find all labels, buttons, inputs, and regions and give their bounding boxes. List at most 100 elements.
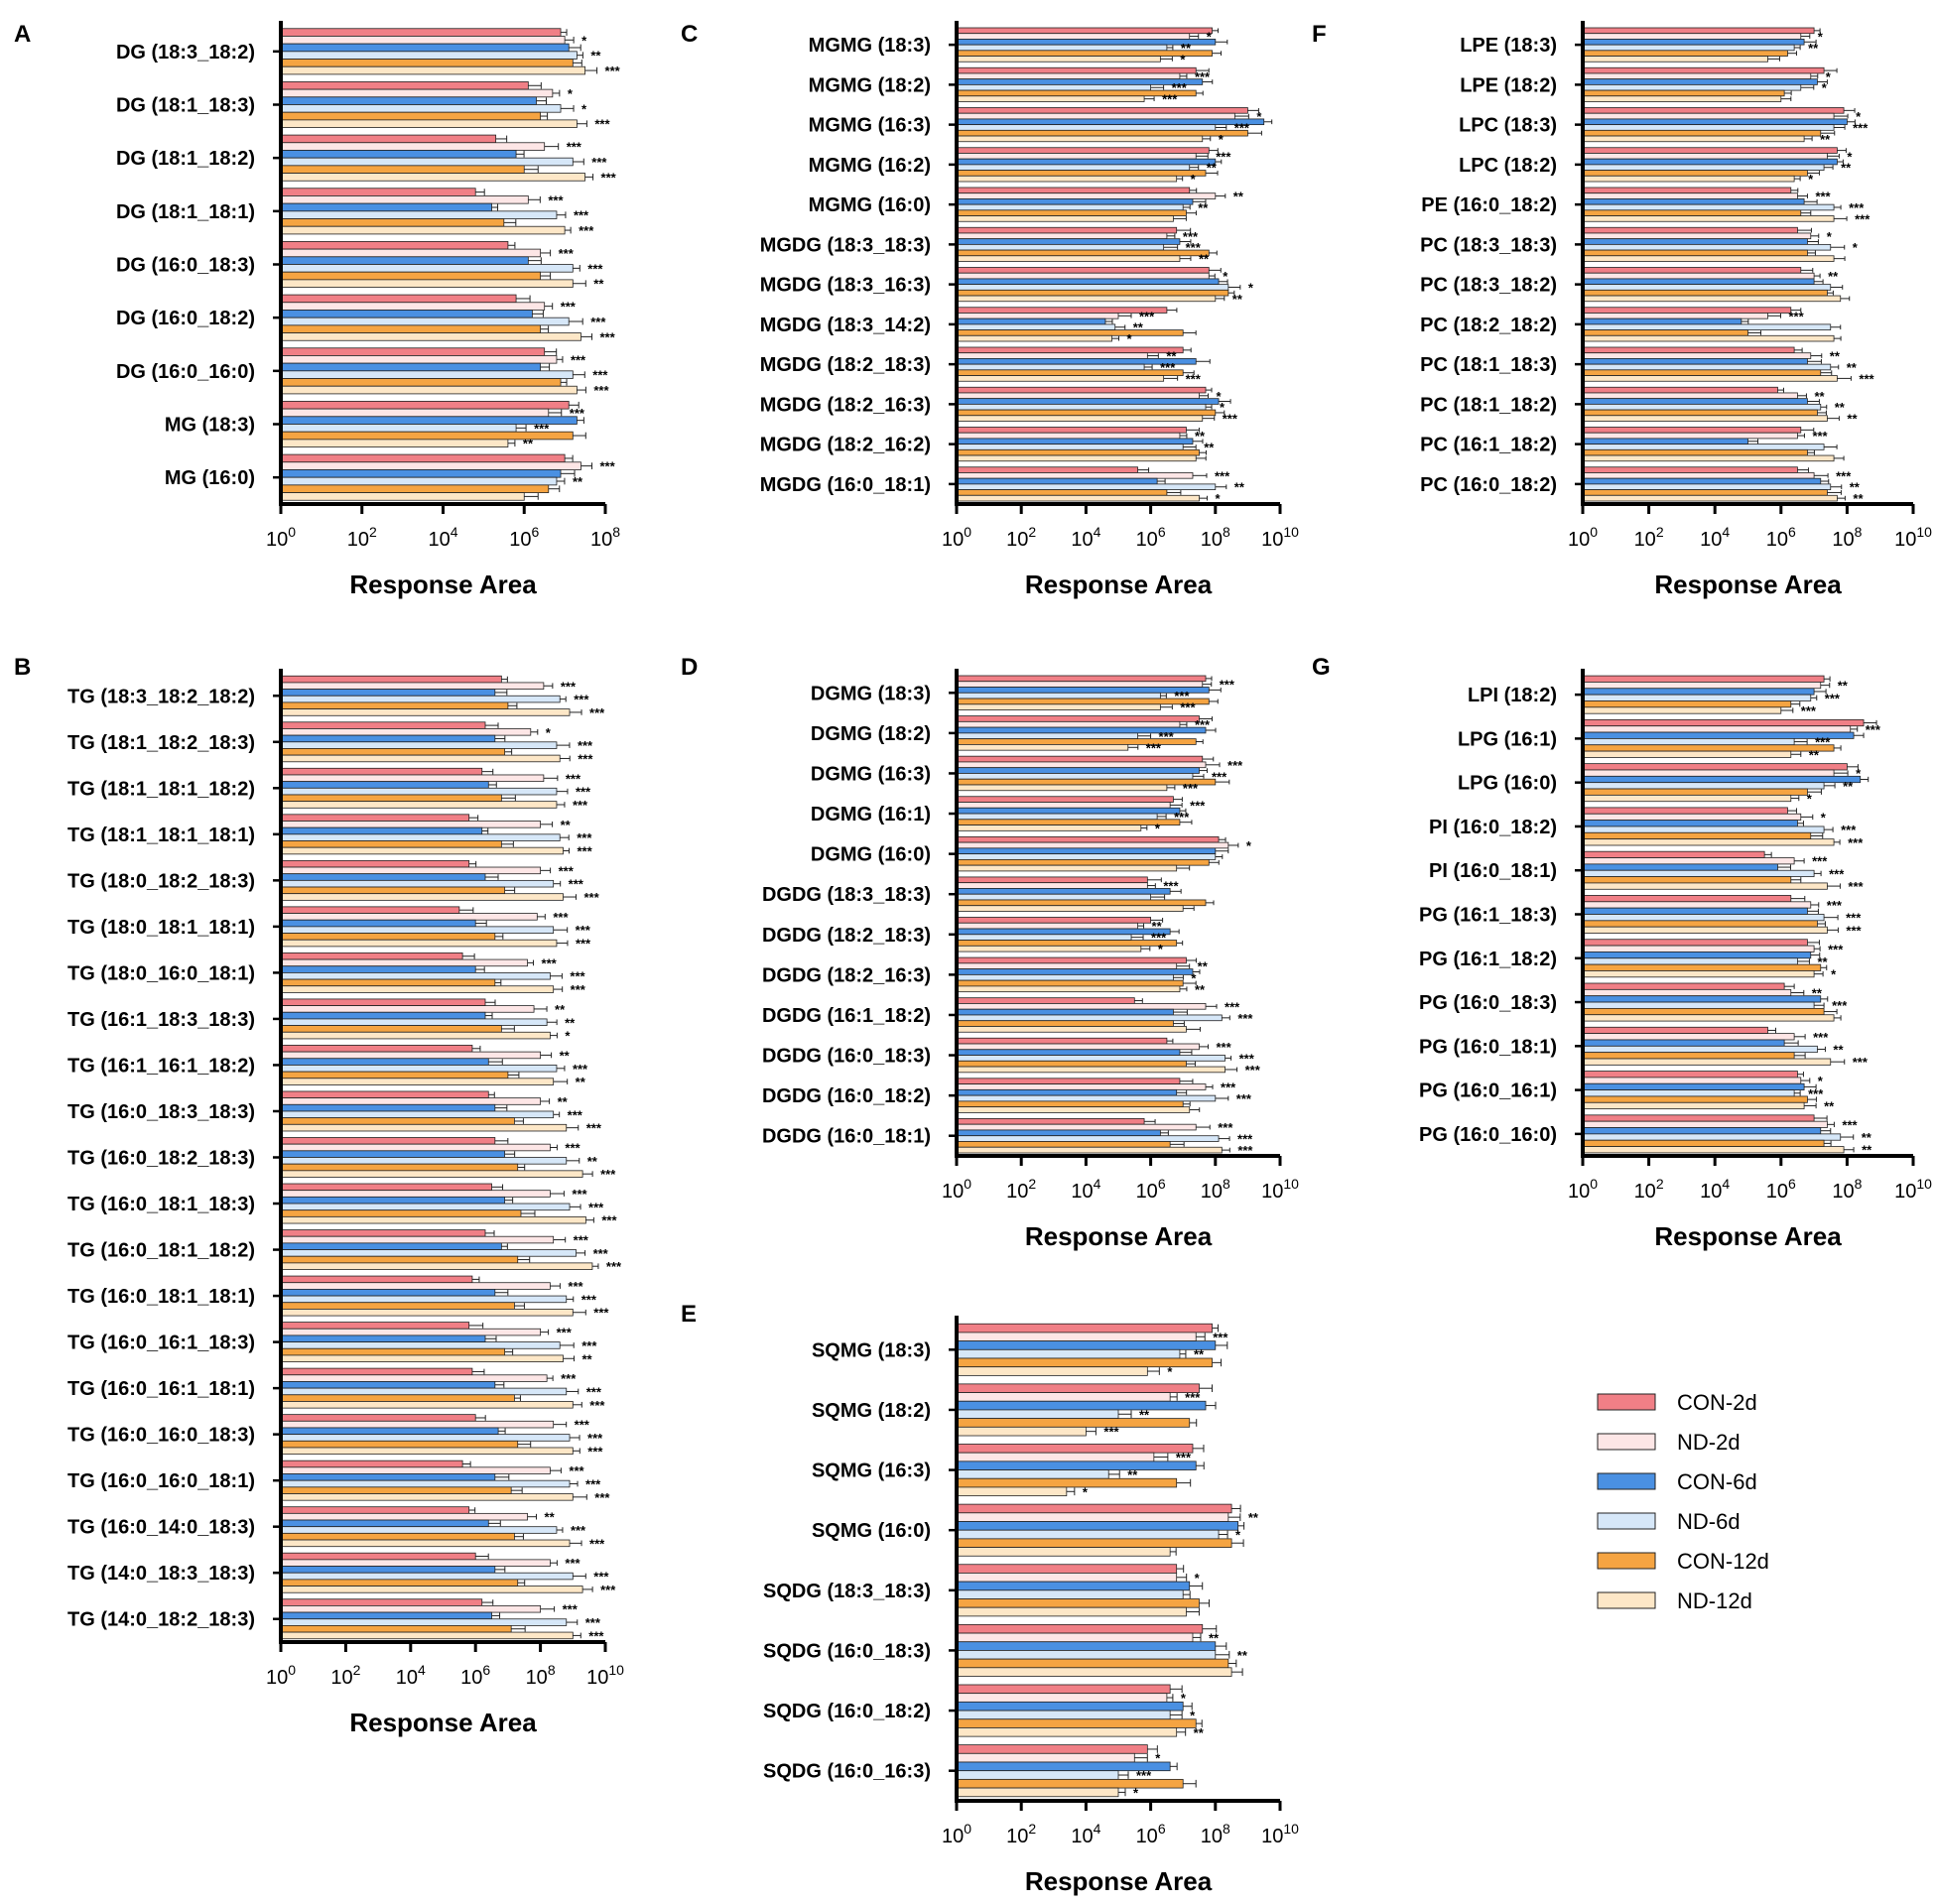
bar-con-6d: [280, 1196, 506, 1205]
bar-con-2d: [280, 906, 460, 914]
significance-mark: ***: [585, 1477, 601, 1492]
significance-mark: **: [576, 1075, 586, 1089]
bar-nd-2d: [956, 1332, 1197, 1342]
bar-con-12d: [280, 271, 542, 281]
bar-nd-12d: [280, 754, 561, 763]
significance-mark: ***: [565, 1141, 580, 1156]
bar-con-6d: [956, 398, 1220, 405]
x-axis-title: Response Area: [1654, 1221, 1842, 1251]
bar-nd-6d: [956, 1409, 1119, 1420]
bar-nd-12d: [1582, 415, 1828, 422]
bar-con-6d: [1582, 952, 1812, 959]
bar-nd-6d: [956, 203, 1184, 211]
significance-mark: ***: [593, 383, 609, 398]
bar-con-12d: [1582, 489, 1828, 496]
bar-nd-6d: [956, 1469, 1109, 1479]
x-tick-label: 100: [942, 524, 971, 551]
bar-nd-6d: [1582, 403, 1822, 411]
significance-mark: ***: [561, 300, 577, 315]
x-tick-label: 106: [1136, 524, 1166, 551]
category-label: PC (18:3_18:3): [1420, 234, 1557, 256]
significance-mark: ***: [594, 1490, 610, 1505]
category-mgdg-18-2-18-3: ********MGDG (18:2_18:3): [760, 346, 1211, 386]
bar-nd-12d: [956, 1066, 1226, 1074]
significance-mark: ***: [567, 140, 582, 155]
category-label: TG (16:0_14:0_18:3): [67, 1517, 255, 1539]
category-sqmg-18-2: ********SQMG (18:2): [812, 1383, 1217, 1440]
bar-con-6d: [956, 158, 1217, 166]
significance-mark: ***: [1237, 1011, 1253, 1026]
significance-mark: **: [1862, 1130, 1872, 1145]
category-dg-16-0-18-3: ********DG (16:0_18:3): [116, 241, 604, 292]
category-label: MGMG (18:3): [809, 35, 931, 57]
significance-mark: ***: [1849, 200, 1865, 215]
bar-nd-12d: [280, 65, 585, 75]
significance-mark: ***: [1174, 689, 1190, 703]
category-pg-16-0-16-0: *******PG (16:0_16:0): [1419, 1114, 1872, 1158]
significance-mark: ***: [1836, 468, 1852, 483]
significance-mark: ***: [593, 1246, 609, 1261]
bar-nd-6d: [280, 370, 574, 379]
significance-mark: *: [1248, 280, 1254, 295]
category-pc-18-1-18-3: *******PC (18:1_18:3): [1420, 346, 1875, 386]
significance-mark: ***: [561, 1371, 577, 1386]
bar-nd-2d: [280, 1605, 542, 1613]
category-mgdg-18-2-16-3: ***** MGDG (18:2_16:3): [760, 386, 1238, 427]
significance-mark: ***: [570, 406, 585, 421]
significance-mark: ***: [576, 937, 591, 952]
significance-mark: ***: [600, 1583, 616, 1597]
bar-nd-2d: [1582, 813, 1802, 822]
bar-nd-12d: [1582, 970, 1815, 978]
bar-con-2d: [280, 1598, 483, 1606]
bar-con-6d: [956, 1088, 1178, 1096]
bar-nd-6d: [956, 284, 1229, 291]
bar-con-12d: [280, 324, 542, 333]
bar-nd-12d: [1582, 454, 1835, 462]
significance-mark: ***: [1842, 1117, 1858, 1132]
bar-con-2d: [956, 796, 1174, 803]
bar-nd-2d: [1582, 901, 1812, 909]
bar-con-12d: [280, 1347, 506, 1356]
bar-con-12d: [280, 1302, 515, 1310]
bar-nd-12d: [956, 864, 1178, 872]
x-tick-label: 102: [1634, 1176, 1664, 1203]
significance-mark: ***: [1146, 740, 1162, 755]
bar-nd-2d: [280, 408, 550, 418]
bar-con-6d: [1582, 198, 1805, 205]
significance-mark: ***: [578, 751, 593, 766]
category-mgdg-18-3-18-3: ******** MGDG (18:3_18:3): [760, 226, 1218, 267]
bar-nd-2d: [280, 195, 529, 204]
bar-con-2d: [1582, 107, 1845, 114]
bar-nd-2d: [1582, 945, 1815, 952]
x-tick-label: 108: [1201, 524, 1230, 551]
category-label: MGDG (18:3_16:3): [760, 275, 931, 297]
bar-nd-12d: [280, 332, 581, 341]
category-label: LPI (18:2): [1468, 685, 1557, 706]
bar-con-2d: [1582, 427, 1802, 434]
bar-nd-12d: [280, 1078, 555, 1085]
category-label: SQMG (18:2): [812, 1400, 931, 1422]
bar-nd-6d: [956, 1348, 1181, 1359]
significance-mark: *: [1126, 331, 1132, 346]
category-mgmg-18-2: *********MGMG (18:2): [809, 66, 1214, 107]
bar-nd-12d: [280, 492, 525, 501]
significance-mark: ***: [581, 1338, 597, 1353]
significance-mark: **: [1814, 389, 1825, 404]
bar-con-12d: [280, 1394, 515, 1402]
x-tick-label: 108: [526, 1662, 556, 1689]
category-dgdg-16-0-18-1: *********DGDG (16:0_18:1): [762, 1118, 1253, 1158]
bar-nd-6d: [1582, 1133, 1842, 1141]
bar-con-12d: [956, 819, 1181, 825]
bar-con-12d: [956, 858, 1210, 866]
bar-nd-2d: [956, 313, 1119, 319]
category-label: DGMG (16:3): [811, 763, 931, 785]
category-tg-18-1-18-1-18-1: ********TG (18:1_18:1_18:1): [67, 814, 593, 859]
bar-con-2d: [280, 1460, 463, 1468]
bar-nd-6d: [956, 773, 1194, 780]
significance-mark: ***: [1195, 69, 1211, 84]
bar-con-2d: [280, 1183, 492, 1192]
x-axis-title: Response Area: [1025, 570, 1213, 599]
bar-con-2d: [956, 1383, 1200, 1393]
significance-mark: **: [1841, 161, 1852, 176]
bar-nd-12d: [1582, 135, 1805, 143]
